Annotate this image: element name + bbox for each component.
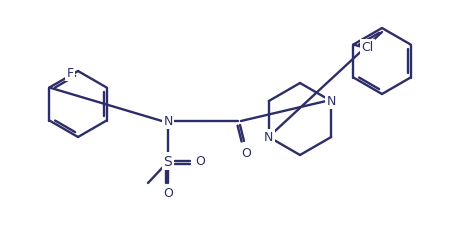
Text: F: F bbox=[67, 67, 74, 80]
Text: S: S bbox=[164, 154, 172, 168]
Text: O: O bbox=[241, 147, 251, 160]
Text: O: O bbox=[195, 155, 205, 168]
Text: N: N bbox=[264, 131, 274, 144]
Text: Cl: Cl bbox=[361, 41, 374, 54]
Text: N: N bbox=[327, 95, 336, 108]
Text: N: N bbox=[163, 115, 173, 128]
Text: O: O bbox=[163, 187, 173, 200]
